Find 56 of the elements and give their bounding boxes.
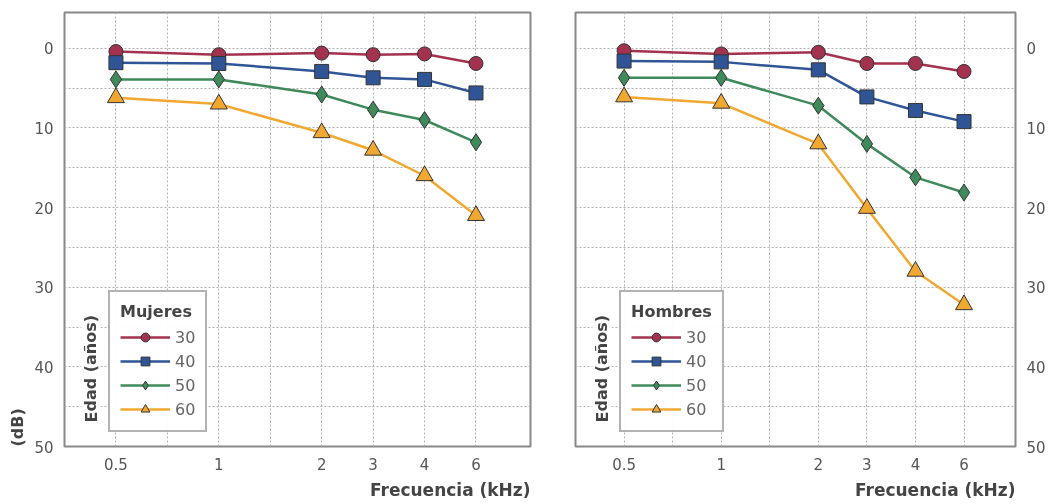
x-tick-label: 1: [214, 455, 224, 474]
legend-label: 50: [686, 374, 707, 396]
point: [809, 133, 828, 150]
point: [956, 114, 972, 130]
x-tick-label: 6: [959, 455, 969, 474]
point: [956, 63, 972, 79]
x-tick-label: 0.5: [104, 455, 128, 474]
x-tick-label: 4: [910, 455, 921, 474]
x-tick-label: 2: [316, 455, 327, 474]
y-tick-label: 50: [34, 438, 54, 457]
legend-title: Mujeres: [120, 302, 193, 321]
y-tick-label: 20: [1026, 199, 1046, 218]
point: [955, 294, 974, 311]
y-tick-label: 0: [43, 40, 54, 59]
point: [957, 183, 971, 202]
legend-title: Hombres: [631, 302, 712, 321]
point: [859, 55, 875, 71]
y-tick-label: 10: [1026, 119, 1046, 138]
x-axis-title: Frecuencia (kHz): [854, 479, 1016, 500]
point: [857, 198, 876, 214]
x-tick-label: 3: [862, 455, 872, 474]
legend-label: 30: [686, 326, 707, 348]
annotation: Edad (años): [592, 314, 612, 423]
y-tick-label: 40: [34, 358, 54, 377]
point: [810, 62, 826, 78]
point: [810, 44, 826, 60]
x-tick-label: 6: [471, 455, 481, 474]
y-tick-label: 40: [1026, 358, 1046, 377]
annotation: Edad (años): [81, 314, 101, 423]
y-tick-label: 50: [1026, 438, 1046, 457]
legend-label: 60: [686, 398, 707, 420]
y-tick-label: 0: [1026, 40, 1037, 59]
point: [617, 68, 631, 87]
legend-label: 40: [686, 350, 707, 372]
legend-label: 30: [175, 326, 196, 348]
point: [907, 55, 923, 71]
point: [859, 89, 875, 105]
y-tick-label: 30: [34, 279, 54, 298]
point: [906, 260, 925, 277]
x-tick-label: 0.5: [612, 455, 636, 474]
legend-label: 50: [175, 374, 196, 396]
x-tick-label: 1: [716, 455, 726, 474]
legend-label: 60: [175, 398, 196, 420]
y-tick-label: 30: [1026, 279, 1046, 298]
point: [860, 134, 874, 153]
y-axis-title: (dB): [7, 408, 27, 447]
x-tick-label: 2: [813, 455, 824, 474]
point: [907, 102, 923, 118]
x-axis-title: Frecuencia (kHz): [369, 479, 531, 500]
x-tick-label: 3: [368, 455, 378, 474]
x-tick-label: 4: [419, 455, 430, 474]
y-tick-label: 10: [34, 119, 54, 138]
legend-label: 40: [175, 350, 196, 372]
point: [713, 54, 729, 70]
y-tick-label: 20: [34, 199, 54, 218]
point: [616, 53, 632, 69]
